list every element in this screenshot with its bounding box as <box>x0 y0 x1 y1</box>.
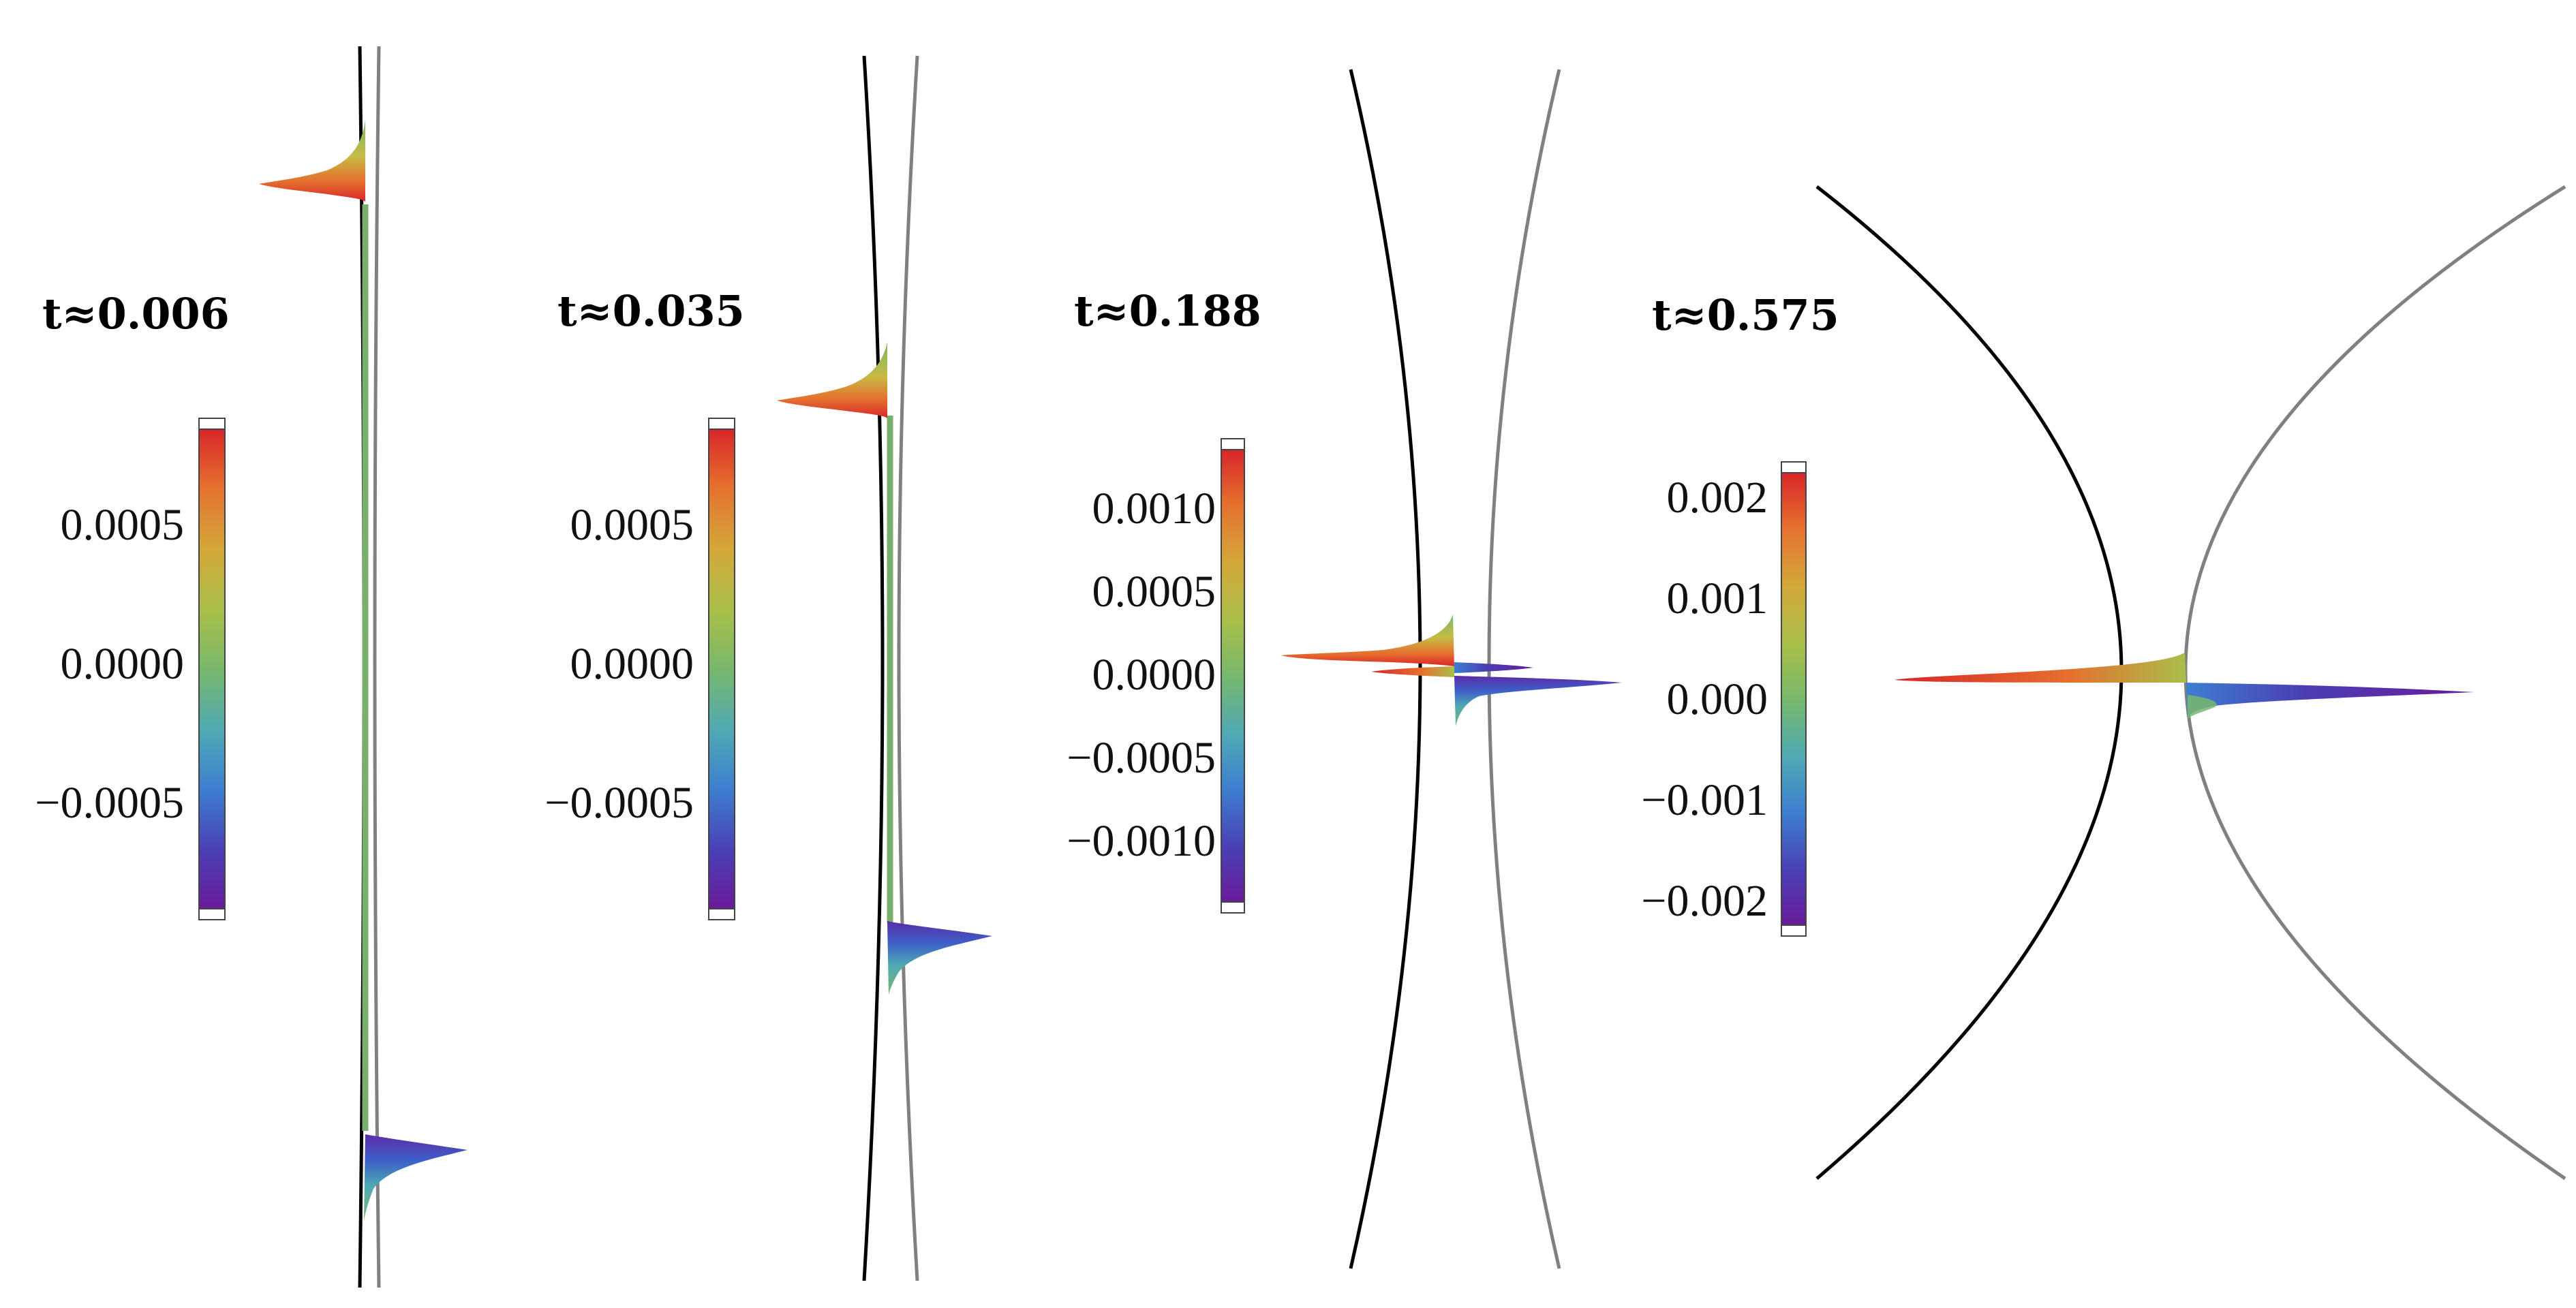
colorbar-tick-label: −0.0005 <box>35 778 184 828</box>
colorbar-cap-bottom <box>1221 901 1245 914</box>
panel-1: t≈0.006 0.0005 0.0000 −0.0005 <box>35 46 467 1288</box>
colorbar-tick-label: 0.000 <box>1667 674 1768 724</box>
panel-3: t≈0.188 0.0010 0.0005 0.0000 −0.0005 −0.… <box>1067 69 1622 1269</box>
positive-pulse <box>1895 653 2186 683</box>
colorbar-cap-bottom <box>1781 924 1807 937</box>
negative-pulse <box>2186 683 2474 719</box>
colorbar: 0.002 0.001 0.000 −0.001 −0.002 <box>1641 461 1807 937</box>
panel-2: t≈0.035 0.0005 0.0000 −0.0005 <box>545 55 992 1281</box>
secondary-negative-pulse <box>1454 662 1533 673</box>
left-curve <box>1815 185 2123 1180</box>
colorbar-tick-label: −0.001 <box>1641 775 1768 825</box>
colorbar-gradient <box>1221 449 1245 903</box>
right-curve <box>373 46 381 1288</box>
colorbar-tick-label: 0.002 <box>1667 473 1768 523</box>
colorbar-tick-label: −0.0005 <box>545 778 694 828</box>
right-curve <box>2183 185 2566 1181</box>
negative-pulse <box>1454 676 1622 726</box>
colorbar-tick-label: 0.0005 <box>570 500 694 550</box>
left-curve <box>1349 69 1422 1269</box>
positive-pulse <box>1281 614 1454 666</box>
colorbar: 0.0010 0.0005 0.0000 −0.0005 −0.0010 <box>1067 438 1245 914</box>
colorbar: 0.0005 0.0000 −0.0005 <box>545 418 735 920</box>
negative-pulse <box>887 921 992 995</box>
colorbar-tick-label: 0.0000 <box>1092 650 1216 700</box>
panel-title: t≈0.575 <box>1652 290 1839 340</box>
colorbar-gradient <box>198 429 226 909</box>
colorbar-cap-bottom <box>198 908 226 920</box>
colorbar-cap-top <box>1781 461 1807 473</box>
colorbar-cap-top <box>1221 438 1245 450</box>
colorbar-tick-label: 0.0000 <box>61 639 185 689</box>
colorbar-gradient <box>1781 472 1807 926</box>
positive-pulse <box>777 342 887 418</box>
colorbar-tick-label: 0.0005 <box>1092 567 1216 617</box>
panel-title: t≈0.006 <box>42 289 230 339</box>
negative-pulse <box>364 1134 467 1221</box>
panel-title: t≈0.035 <box>557 286 745 336</box>
right-curve <box>897 55 919 1281</box>
colorbar-cap-bottom <box>708 908 735 920</box>
colorbar-cap-top <box>708 418 735 430</box>
colorbar-tick-label: −0.002 <box>1641 876 1768 926</box>
colorbar-tick-label: 0.0010 <box>1092 484 1216 533</box>
colorbar-tick-label: −0.0005 <box>1067 733 1216 783</box>
colorbar-cap-top <box>198 418 226 430</box>
colorbar: 0.0005 0.0000 −0.0005 <box>35 418 226 920</box>
left-curve <box>862 55 885 1281</box>
panel-4: t≈0.575 0.002 0.001 0.000 −0.001 −0.002 <box>1641 185 2566 1181</box>
positive-pulse <box>259 120 365 202</box>
colorbar-tick-label: 0.0005 <box>61 500 185 550</box>
panel-title: t≈0.188 <box>1074 286 1261 336</box>
negative-pulse-shading <box>2188 695 2217 719</box>
secondary-positive-pulse <box>1371 666 1454 677</box>
colorbar-tick-label: −0.0010 <box>1067 816 1216 866</box>
colorbar-tick-label: 0.001 <box>1667 574 1768 623</box>
colorbar-tick-label: 0.0000 <box>570 639 694 689</box>
colorbar-gradient <box>708 429 735 909</box>
